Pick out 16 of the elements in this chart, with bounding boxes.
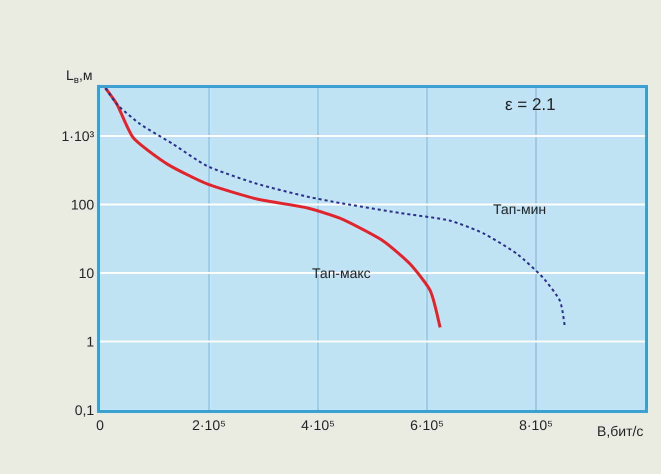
y-tick-label: 100 — [70, 196, 94, 212]
series-label: Тап-макс — [312, 265, 371, 281]
line-series — [104, 88, 442, 329]
x-tick-label: 4·10⁵ — [301, 416, 335, 433]
x-axis-title: B,бит/с — [597, 423, 644, 439]
y-axis-title: L$_{в}$,м — [66, 67, 93, 86]
annotation: ε = 2.1 — [505, 95, 556, 114]
y-tick-label: 1 — [86, 333, 94, 350]
x-tick-label: 2·10⁵ — [192, 416, 226, 433]
series-label: Тап-мин — [493, 201, 546, 217]
x-tick-label: 8·10⁵ — [519, 416, 553, 433]
x-tick-label: 0 — [96, 416, 104, 433]
y-tick-label: 1·10³ — [62, 128, 95, 144]
y-tick-label: 10 — [78, 264, 94, 281]
x-tick-label: 6·10⁵ — [410, 416, 444, 433]
y-tick-label: 0,1 — [74, 402, 94, 418]
